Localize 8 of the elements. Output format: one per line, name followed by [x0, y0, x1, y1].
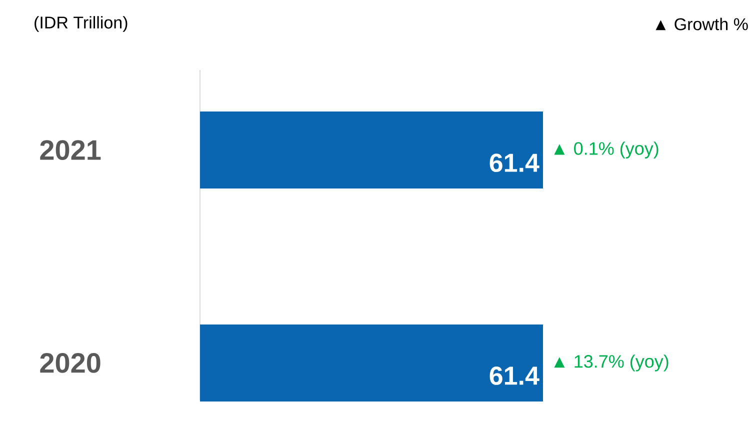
text: ▲ 13.7% (yoy): [554, 354, 668, 372]
text: ▲ 0.1% (yoy): [554, 142, 658, 158]
y-tick-label: 2021: [40, 140, 101, 160]
data-label: 61.4: [490, 154, 540, 172]
y-tick-label: 2020: [40, 353, 100, 373]
y-axis-title: (IDR Trillion): [34, 16, 128, 32]
text: ▲ Growth %: [656, 18, 748, 30]
data-label: 61.4: [490, 366, 540, 385]
